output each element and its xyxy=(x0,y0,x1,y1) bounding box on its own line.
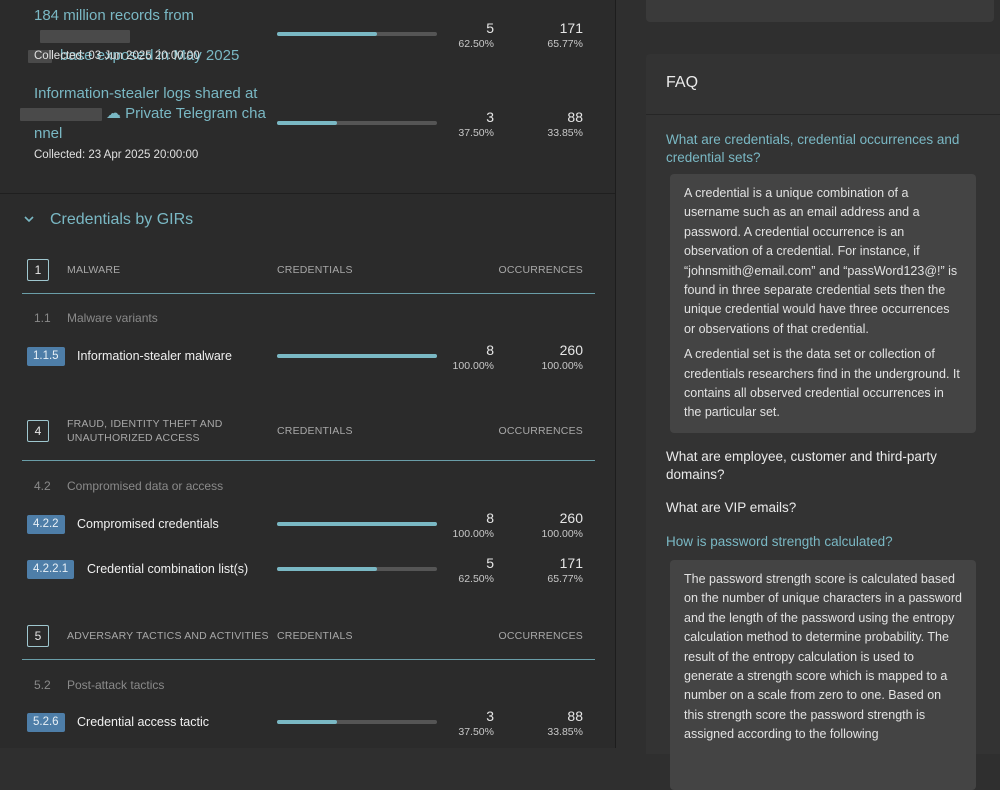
faq-question[interactable]: What are employee, customer and third-pa… xyxy=(666,449,937,482)
chevron-down-icon[interactable] xyxy=(22,212,36,226)
sub-gir-code: 5.2 xyxy=(34,678,51,692)
gir-name-line: UNAUTHORIZED ACCESS xyxy=(67,432,200,444)
collected-date: Collected: 23 Apr 2025 20:00:00 xyxy=(34,149,199,161)
occurrences-count: 88 xyxy=(567,708,583,724)
credentials-percent: 100.00% xyxy=(452,528,494,540)
faq-question[interactable]: What are VIP emails? xyxy=(666,500,797,515)
redacted-block xyxy=(28,49,52,63)
faq-divider xyxy=(646,114,1000,115)
sub-gir-name: Malware variants xyxy=(67,311,158,325)
source-title-text: nnel xyxy=(34,125,63,142)
occurrences-percent: 65.77% xyxy=(547,573,583,585)
occurrences-count: 260 xyxy=(559,510,583,526)
credentials-percent: 37.50% xyxy=(458,726,494,738)
occurrences-percent: 33.85% xyxy=(547,127,583,139)
sub-gir-code: 4.2 xyxy=(34,479,51,493)
gir-row-label[interactable]: Credential combination list(s) xyxy=(87,562,249,576)
gir-header-rule xyxy=(22,659,595,660)
source-title-text: 184 million records from xyxy=(34,7,195,24)
gir-name: MALWARE xyxy=(67,264,121,276)
collected-date: Collected: 03 Jun 2025 20:00:00 xyxy=(34,50,200,62)
source-title-link[interactable]: 184 million records from base exposed in… xyxy=(28,6,274,66)
source-title-text: ☁ Private Telegram cha xyxy=(106,105,266,122)
column-header-occurrences: OCCURRENCES xyxy=(498,264,583,276)
credentials-count: 3 xyxy=(486,109,494,125)
faq-answer-paragraph: A credential is a unique combination of … xyxy=(684,186,958,336)
credentials-bar-fill xyxy=(277,354,437,358)
column-header-credentials: CREDENTIALS xyxy=(277,264,353,276)
source-title-text: Information-stealer logs shared at xyxy=(34,85,258,102)
credentials-percent: 62.50% xyxy=(458,573,494,585)
credentials-bar xyxy=(277,522,437,526)
gir-code-badge[interactable]: 1.1.5 xyxy=(27,347,65,366)
credentials-count: 8 xyxy=(486,510,494,526)
gir-code-badge[interactable]: 4.2.2.1 xyxy=(27,560,75,579)
column-header-occurrences: OCCURRENCES xyxy=(498,630,583,642)
faq-question[interactable]: How is password strength calculated? xyxy=(666,534,893,549)
credentials-bar xyxy=(277,720,437,724)
credentials-count: 3 xyxy=(486,708,494,724)
credentials-bar-fill xyxy=(277,720,337,724)
credentials-count: 8 xyxy=(486,342,494,358)
occurrences-percent: 65.77% xyxy=(547,38,583,50)
section-divider xyxy=(0,193,615,194)
gir-header-rule xyxy=(22,293,595,294)
occurrences-percent: 100.00% xyxy=(541,528,583,540)
credentials-bar-fill xyxy=(277,522,437,526)
gir-number: 1 xyxy=(27,259,49,281)
faq-answer: A credential is a unique combination of … xyxy=(670,174,976,433)
sub-gir-code: 1.1 xyxy=(34,311,51,325)
gir-name-line: FRAUD, IDENTITY THEFT AND xyxy=(67,418,223,430)
source-title-text: base exposed in May 2025 xyxy=(60,47,240,64)
faq-question[interactable]: What are credentials, credential occurre… xyxy=(666,132,960,165)
occurrences-count: 88 xyxy=(567,109,583,125)
column-header-credentials: CREDENTIALS xyxy=(277,425,353,437)
credentials-percent: 100.00% xyxy=(452,360,494,372)
gir-name: FRAUD, IDENTITY THEFT AND UNAUTHORIZED A… xyxy=(67,417,223,445)
credentials-bar xyxy=(277,354,437,358)
sub-gir-name: Compromised data or access xyxy=(67,479,224,493)
credentials-percent: 37.50% xyxy=(458,127,494,139)
credentials-count: 5 xyxy=(486,20,494,36)
faq-answer-paragraph: The password strength score is calculate… xyxy=(684,572,962,742)
right-panel: FAQ What are credentials, credential occ… xyxy=(616,0,1000,790)
credentials-bar-fill xyxy=(277,121,337,125)
sub-gir-name: Post-attack tactics xyxy=(67,678,165,692)
gir-row-label[interactable]: Compromised credentials xyxy=(77,517,219,531)
left-panel: 184 million records from base exposed in… xyxy=(0,0,616,748)
faq-title: FAQ xyxy=(666,74,699,91)
top-card xyxy=(646,0,994,22)
gir-row-label[interactable]: Credential access tactic xyxy=(77,715,210,729)
occurrences-percent: 100.00% xyxy=(541,360,583,372)
gir-code-badge[interactable]: 5.2.6 xyxy=(27,713,65,732)
column-header-occurrences: OCCURRENCES xyxy=(498,425,583,437)
faq-answer-paragraph: A credential set is the data set or coll… xyxy=(684,347,960,420)
credentials-bar xyxy=(277,121,437,125)
gir-number: 5 xyxy=(27,625,49,647)
occurrences-count: 171 xyxy=(559,20,583,36)
gir-row-label[interactable]: Information-stealer malware xyxy=(77,349,232,363)
gir-name: ADVERSARY TACTICS AND ACTIVITIES xyxy=(67,630,269,642)
redacted-block xyxy=(40,29,130,43)
source-title-link[interactable]: Information-stealer logs shared at ☁ Pri… xyxy=(20,84,284,144)
section-title[interactable]: Credentials by GIRs xyxy=(50,211,194,228)
occurrences-count: 260 xyxy=(559,342,583,358)
gir-code-badge[interactable]: 4.2.2 xyxy=(27,515,65,534)
occurrences-count: 171 xyxy=(559,555,583,571)
credentials-bar-fill xyxy=(277,32,377,36)
gir-header-rule xyxy=(22,460,595,461)
credentials-count: 5 xyxy=(486,555,494,571)
faq-card: FAQ What are credentials, credential occ… xyxy=(646,54,1000,790)
gir-number: 4 xyxy=(27,420,49,442)
occurrences-percent: 33.85% xyxy=(547,726,583,738)
credentials-bar xyxy=(277,32,437,36)
column-header-credentials: CREDENTIALS xyxy=(277,630,353,642)
faq-answer: The password strength score is calculate… xyxy=(670,560,976,790)
credentials-percent: 62.50% xyxy=(458,38,494,50)
credentials-bar xyxy=(277,567,437,571)
redacted-block xyxy=(20,107,102,121)
credentials-bar-fill xyxy=(277,567,377,571)
